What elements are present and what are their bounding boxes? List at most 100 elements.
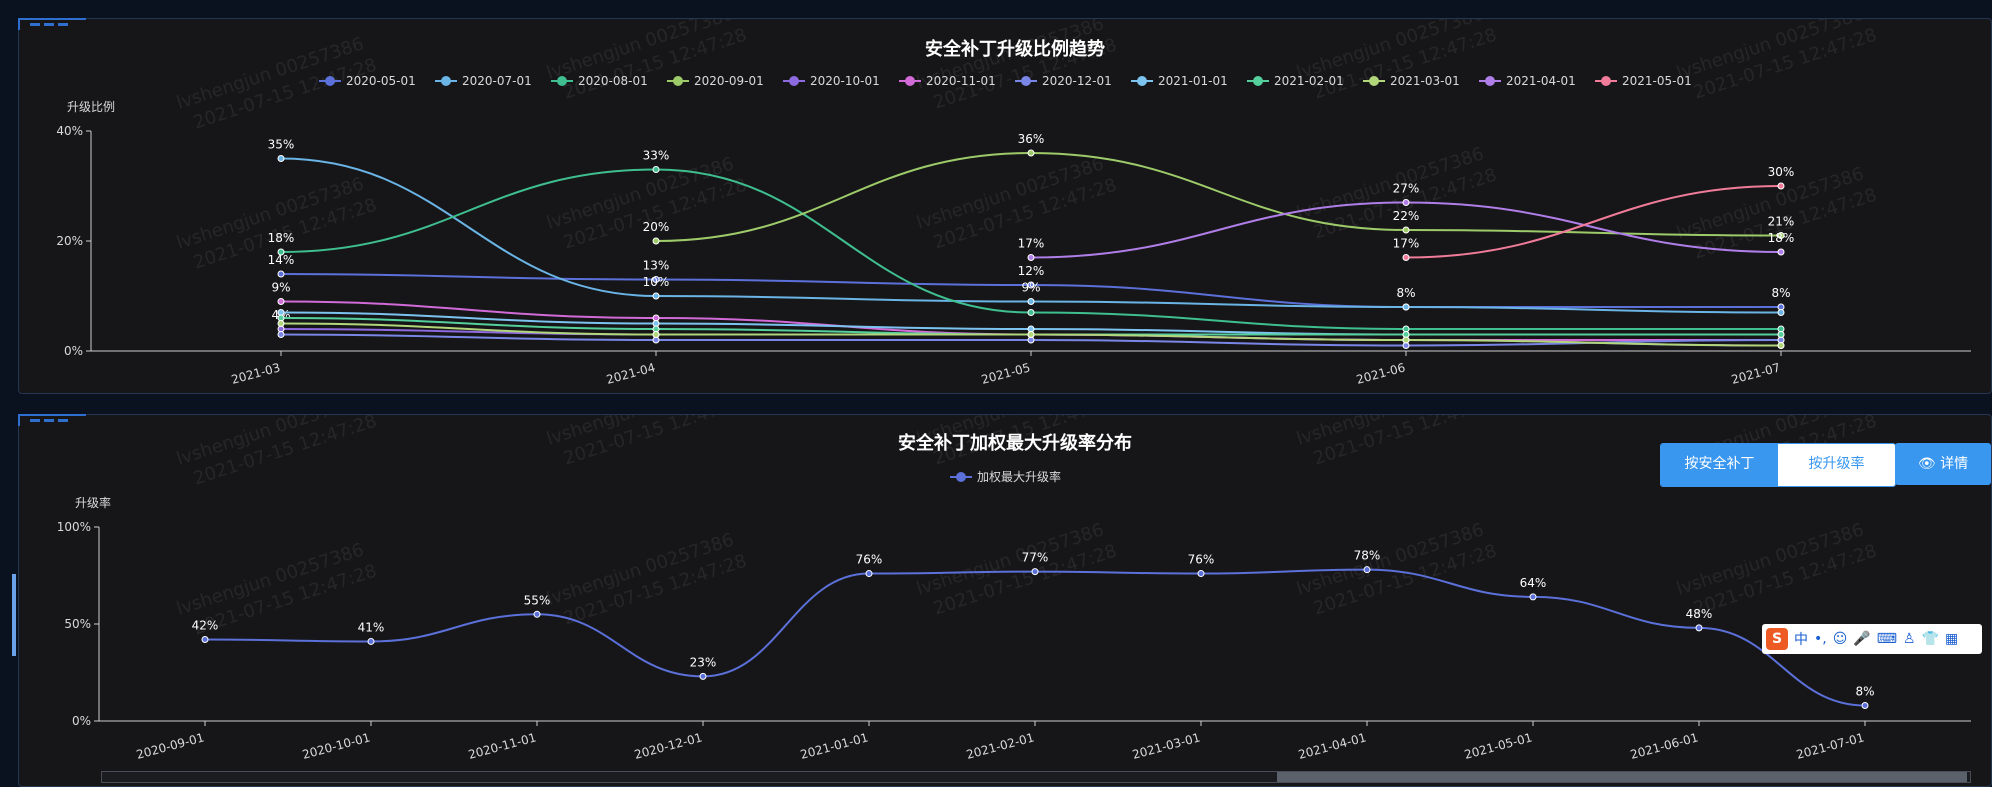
legend-swatch-dot [956, 472, 966, 482]
data-label: 27% [1393, 182, 1420, 196]
data-label: 8% [1855, 684, 1874, 698]
x-tick-label: 2020-10-01 [301, 730, 372, 762]
data-point [1777, 309, 1785, 316]
data-label: 35% [268, 138, 295, 152]
data-label: 17% [1393, 237, 1420, 251]
data-label: 36% [1018, 132, 1045, 146]
data-label: 9% [271, 281, 290, 295]
data-point [1402, 226, 1410, 234]
data-point [652, 331, 660, 338]
legend-item: 2021-01-01 [1131, 74, 1228, 88]
data-point [1031, 568, 1039, 576]
data-point [865, 570, 873, 578]
data-label: 18% [1768, 231, 1795, 245]
ime-lang-indicator[interactable]: 中 [1794, 632, 1808, 648]
trend-chart-panel: lvshengjun 00257386 2021-07-15 12:47:28 lv… [18, 18, 1992, 394]
data-label: 9% [1021, 281, 1040, 295]
data-point [1777, 232, 1785, 239]
legend-swatch-dot [325, 76, 335, 86]
legend-item: 2021-04-01 [1479, 74, 1576, 88]
x-tick-label: 2021-05 [980, 360, 1032, 387]
chart-title: 安全补丁升级比例趋势 [925, 38, 1105, 60]
legend-label: 2020-09-01 [694, 74, 764, 88]
microphone-icon[interactable]: 🎤 [1853, 631, 1871, 647]
data-point [652, 292, 660, 300]
y-axis-label: 升级率 [75, 495, 111, 510]
data-label: 42% [192, 619, 219, 633]
data-point [1363, 566, 1371, 574]
data-point [1777, 331, 1785, 338]
y-tick-label: 0% [72, 714, 91, 728]
data-label: 23% [690, 655, 717, 669]
data-point [201, 636, 209, 644]
data-point [1027, 254, 1035, 261]
data-point [1402, 199, 1410, 206]
data-label: 10% [643, 275, 670, 289]
x-tick-label: 2020-11-01 [467, 730, 538, 762]
data-point [277, 320, 285, 327]
data-point [277, 331, 285, 338]
user-icon[interactable]: ♙ [1902, 631, 1916, 647]
data-label: 30% [1768, 165, 1795, 179]
toggle-by-rate-button[interactable]: 按升级率 [1778, 444, 1895, 486]
toggle-by-patch-button[interactable]: 按安全补丁 [1661, 444, 1778, 486]
legend-item: 2020-09-01 [667, 74, 764, 88]
legend-label: 2021-02-01 [1274, 74, 1344, 88]
data-point [1777, 182, 1785, 190]
x-tick-label: 2021-03 [230, 360, 282, 387]
legend-item: 2020-07-01 [435, 74, 532, 88]
legend-label: 2020-07-01 [462, 74, 532, 88]
horizontal-scrollbar[interactable] [101, 771, 1971, 783]
x-tick-label: 2021-04-01 [1297, 730, 1368, 762]
data-label: 64% [1520, 576, 1547, 590]
y-tick-label: 40% [56, 124, 83, 138]
keyboard-icon[interactable]: ⌨ [1876, 631, 1897, 647]
y-tick-label: 50% [64, 617, 91, 631]
x-tick-label: 2021-03-01 [1131, 730, 1202, 762]
data-label: 17% [1018, 237, 1045, 251]
detail-button[interactable]: 👁 详情 [1895, 443, 1991, 485]
x-tick-label: 2021-02-01 [965, 730, 1036, 762]
data-point [277, 248, 285, 256]
legend-swatch-dot [1601, 76, 1611, 86]
data-point [533, 610, 541, 618]
legend-swatch-dot [1369, 76, 1379, 86]
legend-swatch-dot [441, 76, 451, 86]
data-label: 8% [1771, 286, 1790, 300]
skin-icon[interactable]: 👕 [1921, 631, 1939, 647]
data-point [1197, 570, 1205, 578]
side-drawer-handle[interactable] [12, 574, 16, 656]
data-point [1027, 309, 1035, 316]
data-label: 76% [1188, 553, 1215, 567]
series-line [204, 568, 1866, 707]
legend-item: 2021-05-01 [1595, 74, 1692, 88]
data-label: 55% [524, 593, 551, 607]
legend-label: 2021-03-01 [1390, 74, 1460, 88]
x-tick-label: 2021-07-01 [1795, 730, 1866, 762]
series-line [655, 151, 1782, 242]
data-label: 33% [643, 149, 670, 163]
ime-logo-icon[interactable]: S [1766, 628, 1788, 650]
data-point [1402, 303, 1410, 311]
x-tick-label: 2021-04 [605, 360, 657, 387]
scrollbar-thumb[interactable] [1277, 772, 1967, 782]
data-point [652, 166, 660, 173]
data-point [1027, 298, 1035, 305]
emoji-icon[interactable]: ☺ [1832, 631, 1848, 647]
x-tick-label: 2021-01-01 [799, 730, 870, 762]
punctuation-icon[interactable]: •, [1814, 631, 1827, 647]
data-point [277, 270, 285, 278]
data-point [277, 298, 285, 305]
data-point [1777, 342, 1785, 349]
grid-icon[interactable]: ▦ [1944, 631, 1959, 647]
legend-label: 2020-12-01 [1042, 74, 1112, 88]
data-label: 78% [1354, 549, 1381, 563]
legend-item: 2020-10-01 [783, 74, 880, 88]
legend-label: 2020-10-01 [810, 74, 880, 88]
legend-item: 2020-08-01 [551, 74, 648, 88]
